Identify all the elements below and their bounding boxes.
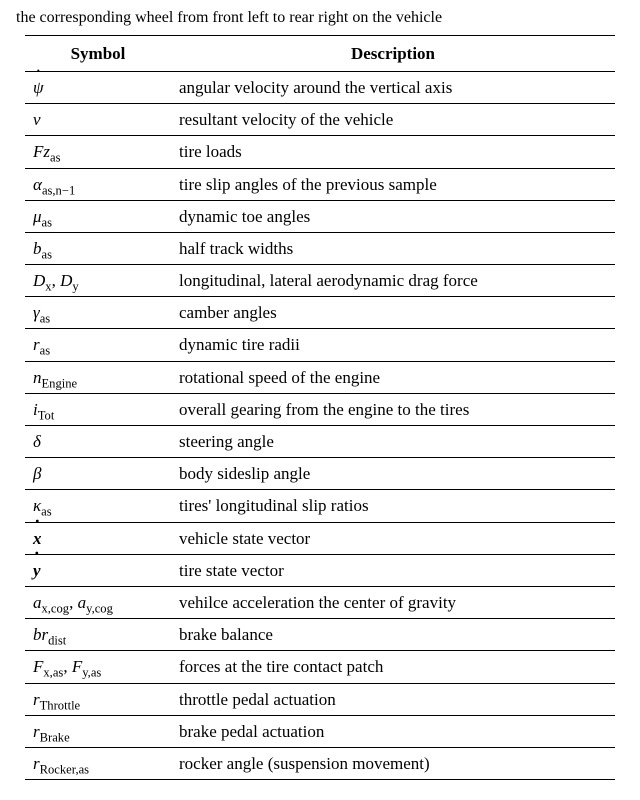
table-row: μasdynamic toe angles: [25, 200, 615, 232]
description-cell: rotational speed of the engine: [171, 361, 615, 393]
table-row: Fx,as, Fy,asforces at the tire contact p…: [25, 651, 615, 683]
symbol-cell: x: [25, 522, 171, 554]
description-cell: brake balance: [171, 619, 615, 651]
description-cell: dynamic toe angles: [171, 200, 615, 232]
table-body: ψangular velocity around the vertical ax…: [25, 71, 615, 779]
table-row: brdistbrake balance: [25, 619, 615, 651]
symbol-cell: rRocker,as: [25, 747, 171, 779]
table-row: vresultant velocity of the vehicle: [25, 104, 615, 136]
symbol-cell: Fzas: [25, 136, 171, 168]
description-cell: forces at the tire contact patch: [171, 651, 615, 683]
symbol-cell: Fx,as, Fy,as: [25, 651, 171, 683]
description-cell: tires' longitudinal slip ratios: [171, 490, 615, 522]
description-cell: vehicle state vector: [171, 522, 615, 554]
symbol-cell: rBrake: [25, 715, 171, 747]
description-cell: tire slip angles of the previous sample: [171, 168, 615, 200]
table-row: rBrakebrake pedal actuation: [25, 715, 615, 747]
page: the corresponding wheel from front left …: [0, 0, 640, 800]
description-cell: dynamic tire radii: [171, 329, 615, 361]
symbol-cell: v: [25, 104, 171, 136]
description-cell: longitudinal, lateral aerodynamic drag f…: [171, 265, 615, 297]
description-cell: overall gearing from the engine to the t…: [171, 393, 615, 425]
symbol-cell: μas: [25, 200, 171, 232]
symbol-cell: nEngine: [25, 361, 171, 393]
col-header-symbol: Symbol: [25, 35, 171, 71]
table-row: rThrottlethrottle pedal actuation: [25, 683, 615, 715]
table-row: κastires' longitudinal slip ratios: [25, 490, 615, 522]
description-cell: tire loads: [171, 136, 615, 168]
description-cell: steering angle: [171, 426, 615, 458]
symbol-cell: κas: [25, 490, 171, 522]
symbol-cell: rThrottle: [25, 683, 171, 715]
description-cell: rocker angle (suspension movement): [171, 747, 615, 779]
description-cell: throttle pedal actuation: [171, 683, 615, 715]
symbol-cell: γas: [25, 297, 171, 329]
description-cell: resultant velocity of the vehicle: [171, 104, 615, 136]
table-row: rasdynamic tire radii: [25, 329, 615, 361]
symbol-cell: Dx, Dy: [25, 265, 171, 297]
description-cell: tire state vector: [171, 554, 615, 586]
table-row: iTotoverall gearing from the engine to t…: [25, 393, 615, 425]
table-row: αas,n−1tire slip angles of the previous …: [25, 168, 615, 200]
symbol-cell: δ: [25, 426, 171, 458]
table-row: Dx, Dylongitudinal, lateral aerodynamic …: [25, 265, 615, 297]
table-row: ax,cog, ay,cogvehilce acceleration the c…: [25, 586, 615, 618]
symbol-cell: brdist: [25, 619, 171, 651]
description-cell: angular velocity around the vertical axi…: [171, 71, 615, 103]
table-row: rRocker,asrocker angle (suspension movem…: [25, 747, 615, 779]
table-row: ψangular velocity around the vertical ax…: [25, 71, 615, 103]
table-row: nEnginerotational speed of the engine: [25, 361, 615, 393]
symbol-cell: αas,n−1: [25, 168, 171, 200]
description-cell: camber angles: [171, 297, 615, 329]
table-row: γascamber angles: [25, 297, 615, 329]
table-row: δsteering angle: [25, 426, 615, 458]
symbol-cell: iTot: [25, 393, 171, 425]
symbol-cell: β: [25, 458, 171, 490]
symbol-cell: y: [25, 554, 171, 586]
symbol-cell: ax,cog, ay,cog: [25, 586, 171, 618]
description-cell: brake pedal actuation: [171, 715, 615, 747]
description-cell: vehilce acceleration the center of gravi…: [171, 586, 615, 618]
symbol-cell: bas: [25, 232, 171, 264]
table-row: bashalf track widths: [25, 232, 615, 264]
col-header-description: Description: [171, 35, 615, 71]
symbol-cell: ψ: [25, 71, 171, 103]
table-row: xvehicle state vector: [25, 522, 615, 554]
description-cell: body sideslip angle: [171, 458, 615, 490]
caption-fragment: the corresponding wheel from front left …: [16, 8, 624, 29]
symbols-table: Symbol Description ψangular velocity aro…: [25, 35, 615, 780]
table-row: Fzastire loads: [25, 136, 615, 168]
symbol-cell: ras: [25, 329, 171, 361]
description-cell: half track widths: [171, 232, 615, 264]
table-row: βbody sideslip angle: [25, 458, 615, 490]
table-header-row: Symbol Description: [25, 35, 615, 71]
table-row: ytire state vector: [25, 554, 615, 586]
